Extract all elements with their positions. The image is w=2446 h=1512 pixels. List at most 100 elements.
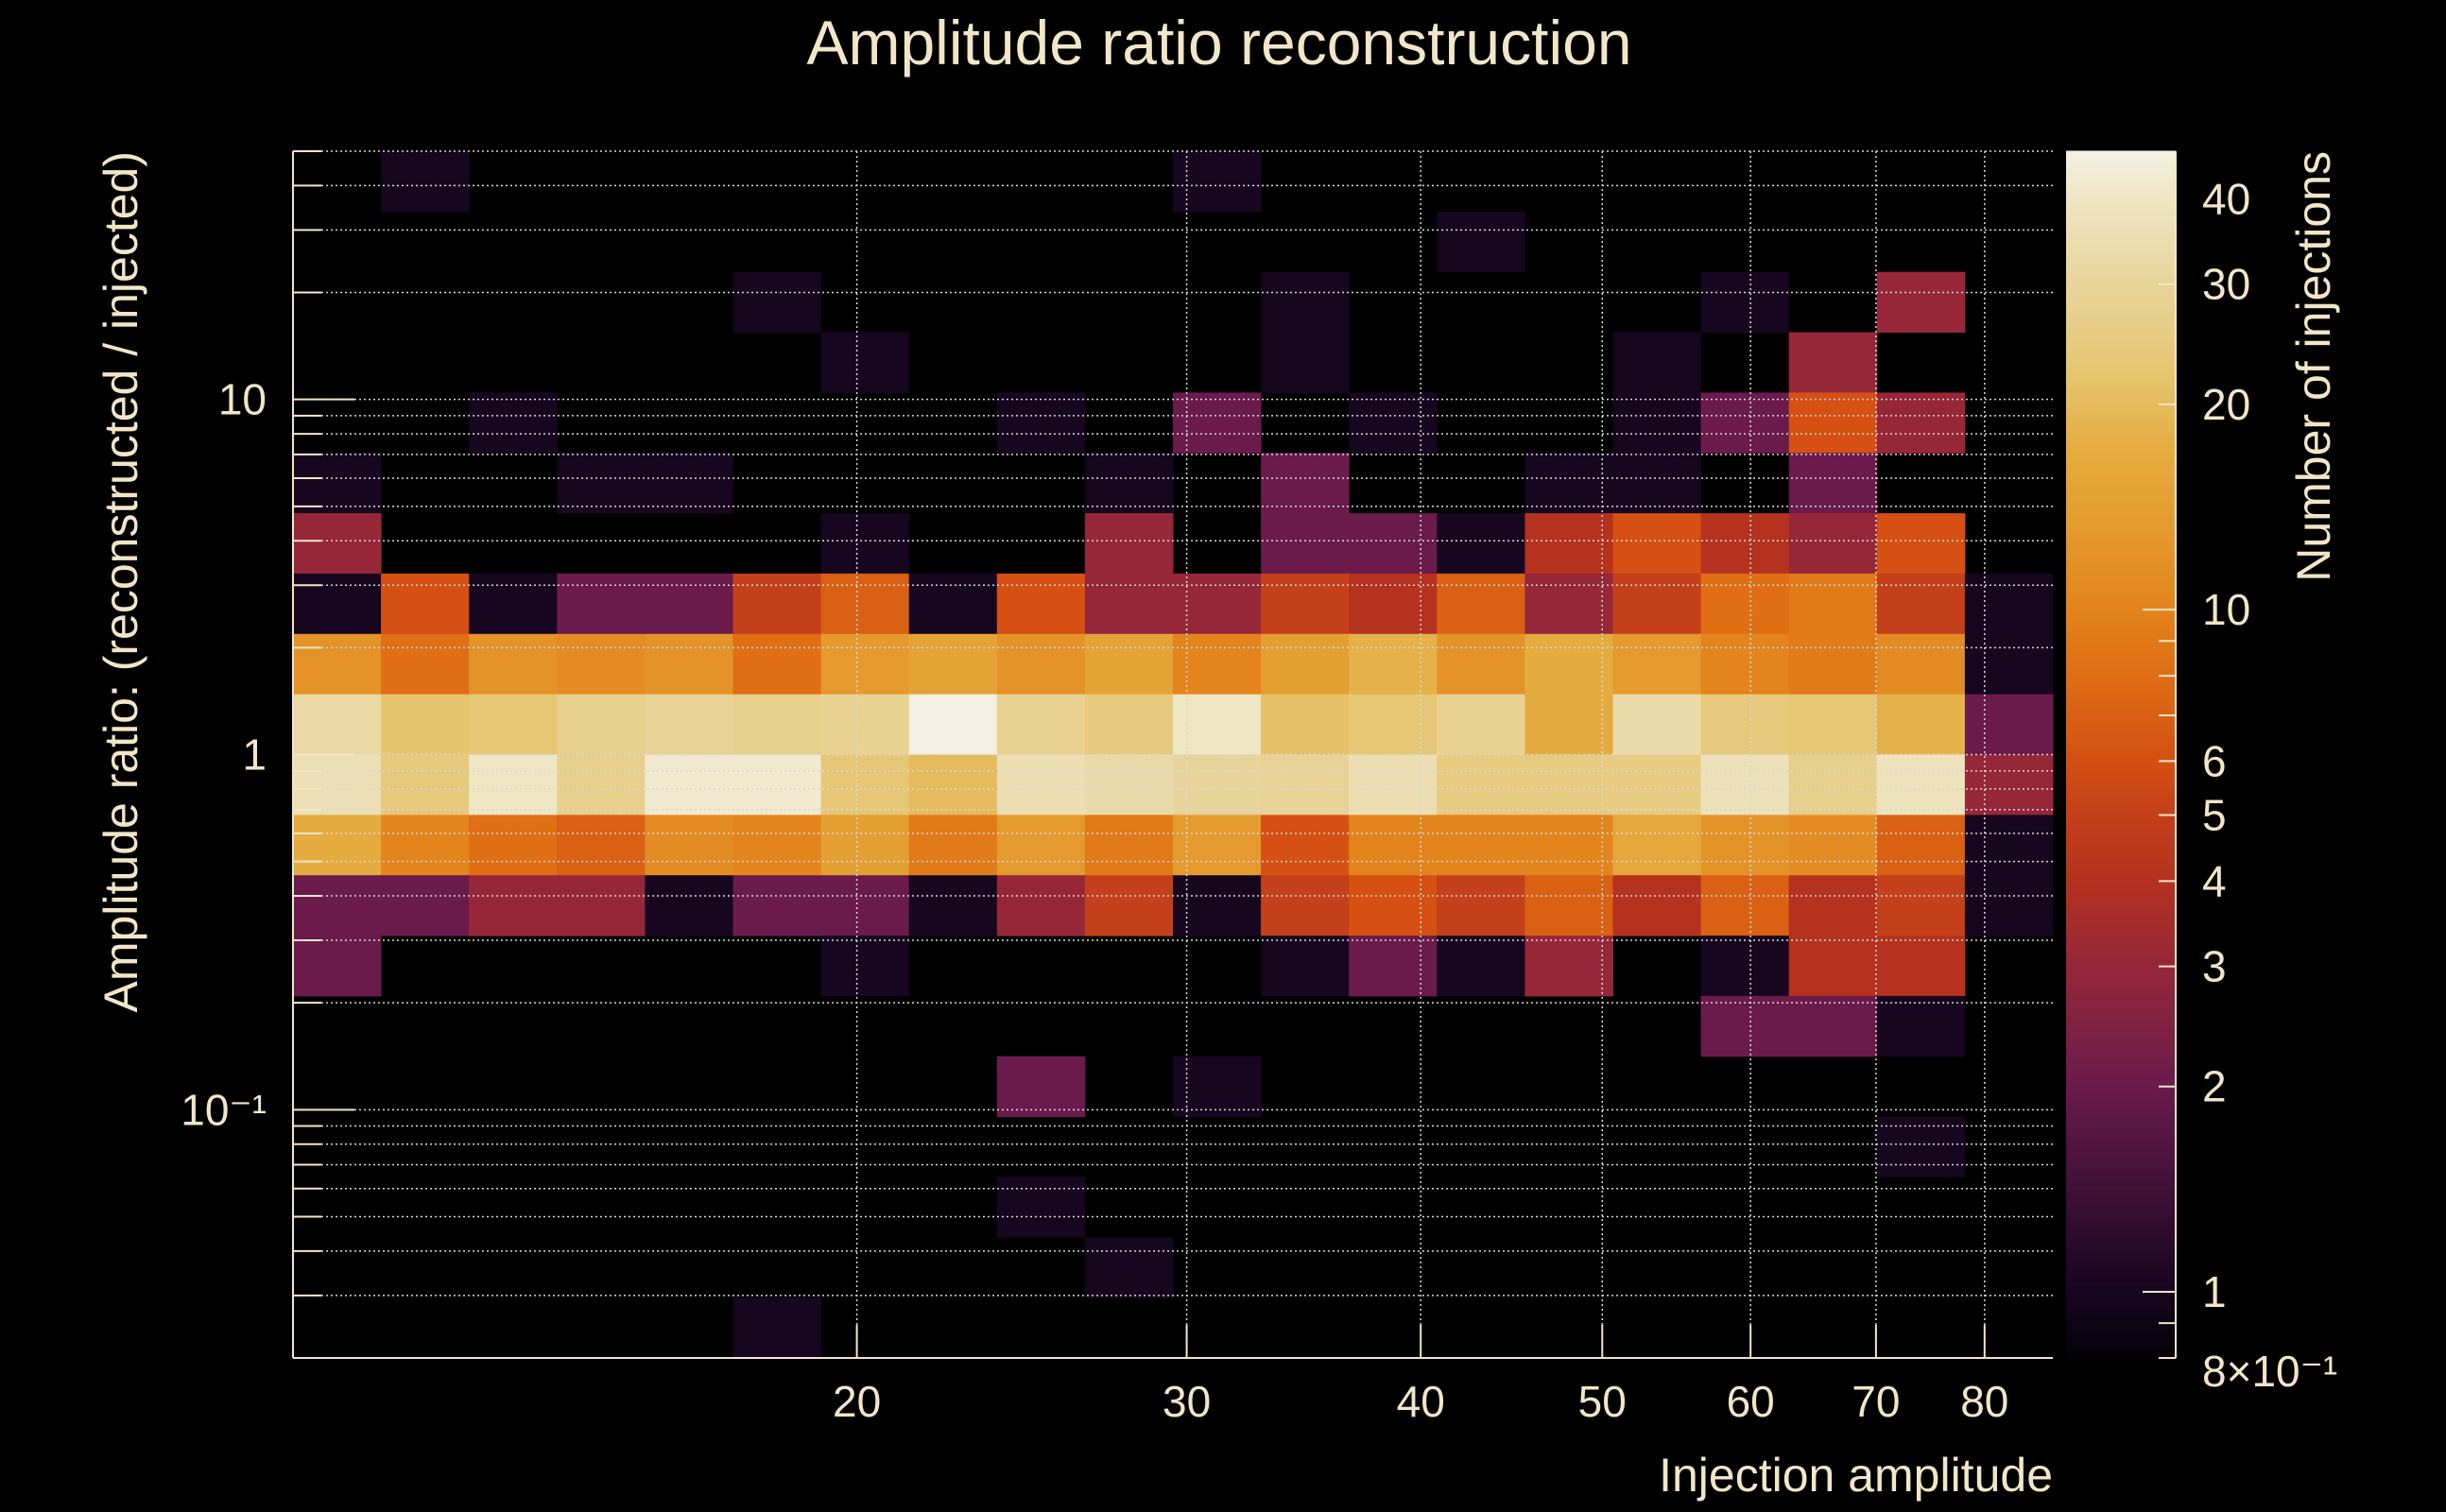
colorbar-segment — [2066, 1245, 2176, 1250]
heatmap-cell — [1788, 995, 1878, 1057]
heatmap-cell — [1964, 694, 2054, 755]
colorbar-segment — [2066, 476, 2176, 482]
heatmap-cell — [1524, 936, 1613, 997]
heatmap-cell — [1700, 271, 1790, 334]
colorbar-segment — [2066, 915, 2176, 920]
heatmap-cell — [908, 754, 998, 816]
heatmap-cell — [1524, 573, 1613, 635]
heatmap-cell — [1876, 392, 1966, 454]
x-tick-label: 50 — [1578, 1377, 1627, 1426]
heatmap-cell — [1524, 633, 1613, 696]
colorbar-segment — [2066, 1084, 2176, 1090]
colorbar-segment — [2066, 878, 2176, 885]
colorbar-segment — [2066, 971, 2176, 977]
heatmap-cell — [1437, 754, 1525, 816]
colorbar-segment — [2066, 243, 2176, 249]
heatmap-cell — [1700, 936, 1790, 997]
colorbar-segment — [2066, 669, 2176, 675]
colorbar-segment — [2066, 1156, 2176, 1161]
heatmap-cell — [557, 633, 646, 696]
chart-title: Amplitude ratio reconstruction — [806, 8, 1631, 77]
heatmap-cell — [1173, 1056, 1262, 1118]
colorbar-segment — [2066, 621, 2176, 627]
heatmap-cell — [1349, 936, 1438, 997]
heatmap-cell — [1964, 875, 2054, 936]
y-tick-label: 10⁻¹ — [181, 1085, 267, 1134]
axes: 20 30 40 50 60 70 80 10 1 10⁻¹ — [181, 150, 2053, 1426]
x-tick-label: 80 — [1960, 1377, 2008, 1426]
colorbar-segment — [2066, 983, 2176, 988]
heatmap-cell — [908, 875, 998, 936]
heatmap-cell — [557, 815, 646, 876]
heatmap-cell — [996, 1177, 1086, 1238]
colorbar-segment — [2066, 339, 2176, 345]
heatmap-cell — [469, 633, 558, 696]
colorbar-segment — [2066, 778, 2176, 783]
colorbar-segment — [2066, 975, 2176, 981]
heatmap-cell — [381, 815, 470, 876]
heatmap-cell — [1788, 392, 1878, 454]
heatmap-cell — [1349, 573, 1438, 635]
heatmap-cell — [1700, 633, 1790, 696]
heatmap-cell — [820, 332, 910, 393]
colorbar-segment — [2066, 1003, 2176, 1009]
colorbar-segment — [2066, 1293, 2176, 1298]
heatmap-cell — [381, 694, 470, 755]
heatmap-cell — [1084, 815, 1174, 876]
heatmap-cell — [1612, 875, 1702, 936]
colorbar-segment — [2066, 266, 2176, 273]
colorbar-segment — [2066, 1088, 2176, 1093]
colorbar-segment — [2066, 665, 2176, 671]
heatmap-cell — [908, 694, 998, 755]
colorbar-tick-label: 3 — [2202, 942, 2227, 991]
heatmap-cell — [732, 815, 822, 876]
colorbar-segment — [2066, 480, 2176, 486]
colorbar-segment — [2066, 223, 2176, 229]
heatmap-cell — [1349, 815, 1438, 876]
colorbar-segment — [2066, 890, 2176, 896]
colorbar-segment — [2066, 295, 2176, 301]
heatmap-cell — [732, 694, 822, 755]
heatmap-cell — [1437, 815, 1525, 876]
colorbar-segment — [2066, 532, 2176, 539]
colorbar-segment — [2066, 927, 2176, 933]
heatmap-cell — [645, 754, 733, 816]
colorbar-segment — [2066, 1152, 2176, 1158]
colorbar-segment — [2066, 938, 2176, 945]
colorbar-segment — [2066, 1332, 2176, 1339]
colorbar-segment — [2066, 1184, 2176, 1190]
colorbar-segment — [2066, 327, 2176, 334]
heatmap-cell — [469, 754, 558, 816]
heatmap-cell — [1524, 453, 1613, 514]
heatmap-cell — [1876, 573, 1966, 635]
colorbar-segment — [2066, 1353, 2176, 1359]
heatmap-cell — [1261, 332, 1350, 393]
heatmap-cell — [1700, 573, 1790, 635]
colorbar-segment — [2066, 464, 2176, 470]
colorbar-segment — [2066, 1116, 2176, 1122]
colorbar-segment — [2066, 838, 2176, 844]
heatmap-cell — [1612, 754, 1702, 816]
colorbar-segment — [2066, 733, 2176, 739]
heatmap-cell — [996, 815, 1086, 876]
colorbar-segment — [2066, 227, 2176, 232]
colorbar-segment — [2066, 1148, 2176, 1154]
colorbar-segment — [2066, 400, 2176, 405]
colorbar-segment — [2066, 1140, 2176, 1145]
heatmap-cell — [908, 573, 998, 635]
colorbar-segment — [2066, 954, 2176, 961]
heatmap-cell — [1876, 271, 1966, 334]
heatmap-cell — [1788, 936, 1878, 997]
colorbar-label: Number of injections — [2287, 151, 2340, 582]
heatmap-cell — [732, 1297, 822, 1359]
colorbar-segment — [2066, 862, 2176, 868]
colorbar-segment — [2066, 1095, 2176, 1102]
heatmap-cell — [1437, 573, 1525, 635]
colorbar-segment — [2066, 1280, 2176, 1286]
heatmap-cell — [996, 392, 1086, 454]
colorbar-segment — [2066, 609, 2176, 615]
colorbar-segment — [2066, 1305, 2176, 1311]
colorbar-tick-label: 6 — [2202, 736, 2227, 785]
heatmap-cell — [1173, 392, 1262, 454]
colorbar-segment — [2066, 999, 2176, 1005]
